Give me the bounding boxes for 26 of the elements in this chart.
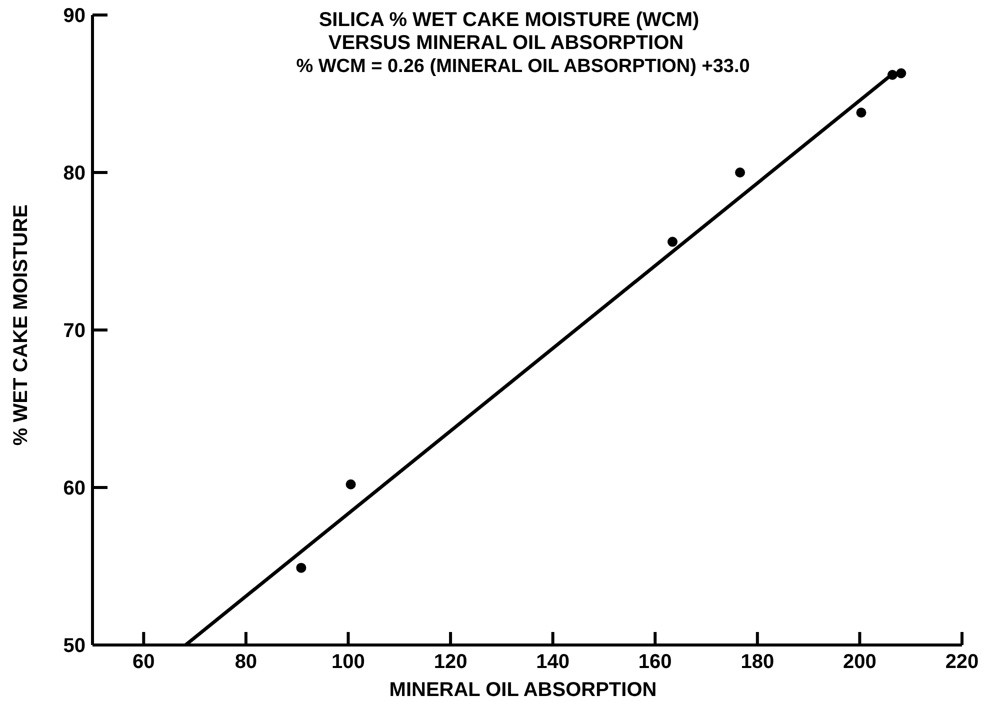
point bbox=[668, 236, 678, 247]
y-tick-label: 50 bbox=[63, 635, 86, 657]
point bbox=[735, 168, 746, 178]
y-tick-label: 60 bbox=[63, 478, 86, 500]
x-tick-label: 60 bbox=[132, 651, 155, 673]
point bbox=[346, 479, 356, 490]
x-tick-label: 100 bbox=[332, 651, 365, 673]
y-axis-title: % WET CAKE MOISTURE bbox=[10, 204, 32, 446]
point bbox=[856, 108, 866, 118]
text: VERSUS MINERAL OIL ABSORPTION bbox=[327, 32, 685, 54]
x-tick-label: 220 bbox=[945, 651, 979, 673]
x-tick-label: 160 bbox=[638, 651, 672, 673]
x-tick-label: 120 bbox=[434, 651, 468, 673]
point bbox=[296, 562, 306, 573]
point bbox=[887, 70, 898, 80]
chart-title: SILICA % WET CAKE MOISTURE (WCM) bbox=[318, 9, 700, 31]
x-axis-title: MINERAL OIL ABSORPTION bbox=[388, 679, 658, 701]
y-tick-label: 70 bbox=[63, 320, 86, 342]
x-tick-label: 180 bbox=[740, 651, 774, 673]
point bbox=[896, 68, 906, 78]
y-tick-label: 90 bbox=[63, 5, 86, 27]
annotation: % WCM = 0.26 (MINERAL OIL ABSORPTION) +33.0 bbox=[295, 56, 751, 78]
y-tick-label: 80 bbox=[63, 162, 86, 184]
x-tick-label: 80 bbox=[234, 651, 258, 673]
x-tick-label: 200 bbox=[843, 651, 876, 673]
x-tick-label: 140 bbox=[536, 651, 570, 673]
